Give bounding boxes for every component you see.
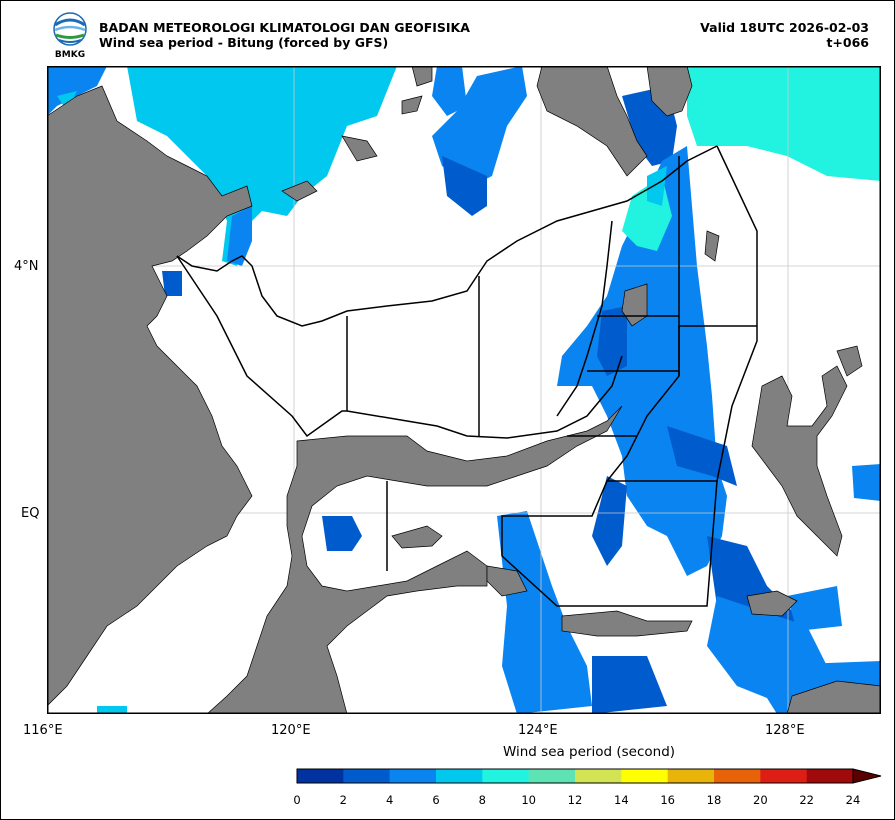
halmahera-land <box>751 365 848 557</box>
obi-island-land <box>746 590 798 617</box>
lon-tick-label: 116°E <box>23 723 63 738</box>
colorbar-segment <box>667 769 715 783</box>
colorbar-segment <box>575 769 622 783</box>
colorbar-tick-label: 6 <box>432 793 440 807</box>
logo-text: BMKG <box>55 50 85 59</box>
period-4-6-region <box>497 511 592 714</box>
island-land <box>836 345 863 377</box>
agency-title: BADAN METEOROLOGI KLIMATOLOGI DAN GEOFIS… <box>99 20 470 35</box>
colorbar-tick-label: 2 <box>339 793 347 807</box>
map-panel <box>47 66 881 714</box>
colorbar-segment <box>482 769 529 783</box>
colorbar-tick-label: 22 <box>799 793 814 807</box>
colorbar-tick-label: 24 <box>845 793 861 807</box>
colorbar-tick-label: 4 <box>385 793 394 807</box>
island-land <box>411 66 433 87</box>
period-2-4-region <box>592 656 667 714</box>
period-4-6-region <box>432 66 467 116</box>
figure-subtitle: Wind sea period - Bitung (forced by GFS) <box>99 35 389 50</box>
colorbar-tick-label: 16 <box>660 793 675 807</box>
buru-land <box>786 680 881 714</box>
lat-tick-label: EQ <box>21 506 40 521</box>
forecast-hour: t+066 <box>826 35 869 50</box>
borneo-land <box>47 85 253 707</box>
colorbar-tick-label: 8 <box>478 793 486 807</box>
valid-time: Valid 18UTC 2026-02-03 <box>700 20 869 35</box>
colorbar-segment <box>436 769 483 783</box>
mindanao-land <box>536 66 648 177</box>
colorbar-segment <box>389 769 437 783</box>
colorbar-tick-label: 20 <box>753 793 768 807</box>
lat-tick-label: 4°N <box>14 259 39 274</box>
island-land <box>341 135 378 162</box>
colorbar-segment <box>297 769 344 783</box>
colorbar-segment <box>528 769 576 783</box>
colorbar <box>296 768 882 784</box>
island-land <box>704 230 720 262</box>
period-4-6-region <box>432 66 527 186</box>
period-2-4-region <box>162 271 182 296</box>
period-6-8-region <box>57 91 77 111</box>
colorbar-extend-arrow <box>852 768 882 784</box>
lon-tick-label: 124°E <box>518 723 558 738</box>
sulawesi-land <box>206 405 623 714</box>
island-land <box>391 525 443 549</box>
forecast-area-boundaries <box>176 145 758 607</box>
island-land <box>401 95 423 115</box>
period-6-8-region <box>127 66 397 266</box>
lon-tick-label: 120°E <box>271 723 311 738</box>
period-6-8-region <box>97 706 127 714</box>
period-2-4-region <box>322 516 362 551</box>
colorbar-outline <box>296 768 854 784</box>
bmkg-logo: BMKG <box>53 12 87 59</box>
colorbar-segment <box>806 769 854 783</box>
colorbar-segment <box>621 769 668 783</box>
colorbar-tick-label: 14 <box>614 793 629 807</box>
lon-tick-label: 128°E <box>765 723 805 738</box>
period-2-4-region <box>442 156 487 216</box>
sula-islands-land <box>561 610 693 637</box>
period-6-8-region <box>647 166 667 206</box>
period-8-10-region <box>687 66 881 181</box>
period-4-6-region <box>852 464 881 501</box>
colorbar-tick-label: 10 <box>521 793 536 807</box>
island-land <box>281 180 318 202</box>
period-4-6-region <box>557 146 727 576</box>
wave-period-field <box>47 66 881 714</box>
colorbar-segment <box>714 769 761 783</box>
colorbar-segment <box>760 769 807 783</box>
colorbar-tick-label: 0 <box>293 793 301 807</box>
colorbar-segment <box>343 769 390 783</box>
colorbar-title: Wind sea period (second) <box>502 744 676 760</box>
map-frame <box>47 66 881 714</box>
land-areas <box>47 66 881 714</box>
period-2-4-region <box>597 306 627 376</box>
colorbar-tick-label: 18 <box>706 793 722 807</box>
period-4-6-region <box>227 206 252 266</box>
period-2-4-region <box>592 476 627 566</box>
island-land <box>486 565 528 597</box>
colorbar-tick-label: 12 <box>567 793 583 807</box>
island-land <box>646 66 693 117</box>
period-4-6-region <box>787 586 842 631</box>
